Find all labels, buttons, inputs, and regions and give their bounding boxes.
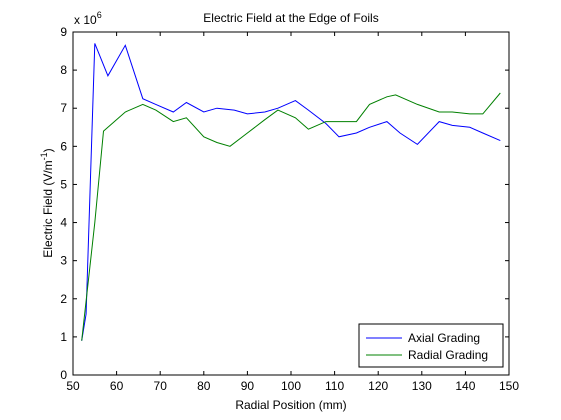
y-tick-label: 5: [60, 177, 67, 191]
legend: Axial Grading Radial Grading: [358, 323, 504, 368]
x-tick-label: 140: [455, 379, 475, 393]
series-line-axial-grading: [81, 43, 501, 341]
series-line-radial-grading: [81, 92, 501, 341]
x-tick-label: 110: [325, 379, 344, 393]
y-axis-ticks: 0 1 2 3 4 5 6 7 8 9: [60, 25, 509, 382]
y-axis-label-end: ): [41, 148, 55, 152]
y-axis-label-superscript: -1: [39, 152, 49, 160]
x-tick-label: 150: [499, 379, 519, 393]
x-tick-label: 50: [66, 379, 80, 393]
y-tick-label: 9: [60, 25, 67, 39]
y-tick-label: 0: [60, 368, 67, 382]
legend-label-axial-grading: Axial Grading: [408, 331, 480, 345]
y-tick-label: 3: [60, 254, 67, 268]
x-tick-label: 80: [197, 379, 211, 393]
y-axis-label: Electric Field (V/m-1): [39, 148, 55, 257]
chart-title: Electric Field at the Edge of Foils: [203, 11, 378, 25]
x-axis-label: Radial Position (mm): [235, 398, 346, 412]
y-axis-multiplier: x 106: [74, 10, 102, 27]
y-tick-label: 7: [60, 101, 67, 115]
y-tick-label: 6: [60, 139, 67, 153]
x-tick-label: 60: [110, 379, 124, 393]
legend-box: [358, 323, 504, 368]
y-tick-label: 4: [60, 216, 67, 230]
x-tick-label: 70: [154, 379, 168, 393]
series-lines: [81, 43, 501, 341]
y-tick-label: 2: [60, 292, 67, 306]
y-tick-label: 1: [60, 330, 67, 344]
x-axis-ticks: 50 60 70 80 90 100 110 120 130 140 150: [66, 32, 519, 393]
x-tick-label: 130: [412, 379, 432, 393]
y-tick-label: 8: [60, 63, 67, 77]
y-axis-label-main: Electric Field (V/m: [41, 160, 55, 257]
x-tick-label: 120: [368, 379, 388, 393]
multiplier-base: x 10: [74, 13, 97, 27]
legend-label-radial-grading: Radial Grading: [408, 348, 488, 362]
plot-area: [72, 31, 510, 376]
x-tick-label: 90: [241, 379, 255, 393]
multiplier-exponent: 6: [97, 10, 102, 20]
x-tick-label: 100: [281, 379, 301, 393]
